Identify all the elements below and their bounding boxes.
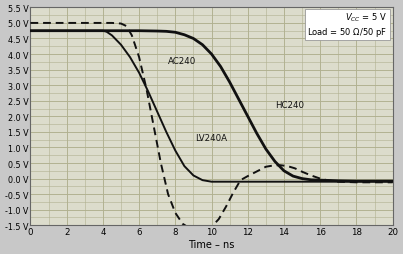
Text: HC240: HC240 [275, 101, 304, 109]
Text: $V_{CC}$ = 5 V
Load = 50 $\Omega$/50 pF: $V_{CC}$ = 5 V Load = 50 $\Omega$/50 pF [307, 12, 387, 39]
X-axis label: Time – ns: Time – ns [188, 239, 235, 249]
Text: AC240: AC240 [168, 57, 196, 66]
Text: LV240A: LV240A [195, 133, 227, 142]
